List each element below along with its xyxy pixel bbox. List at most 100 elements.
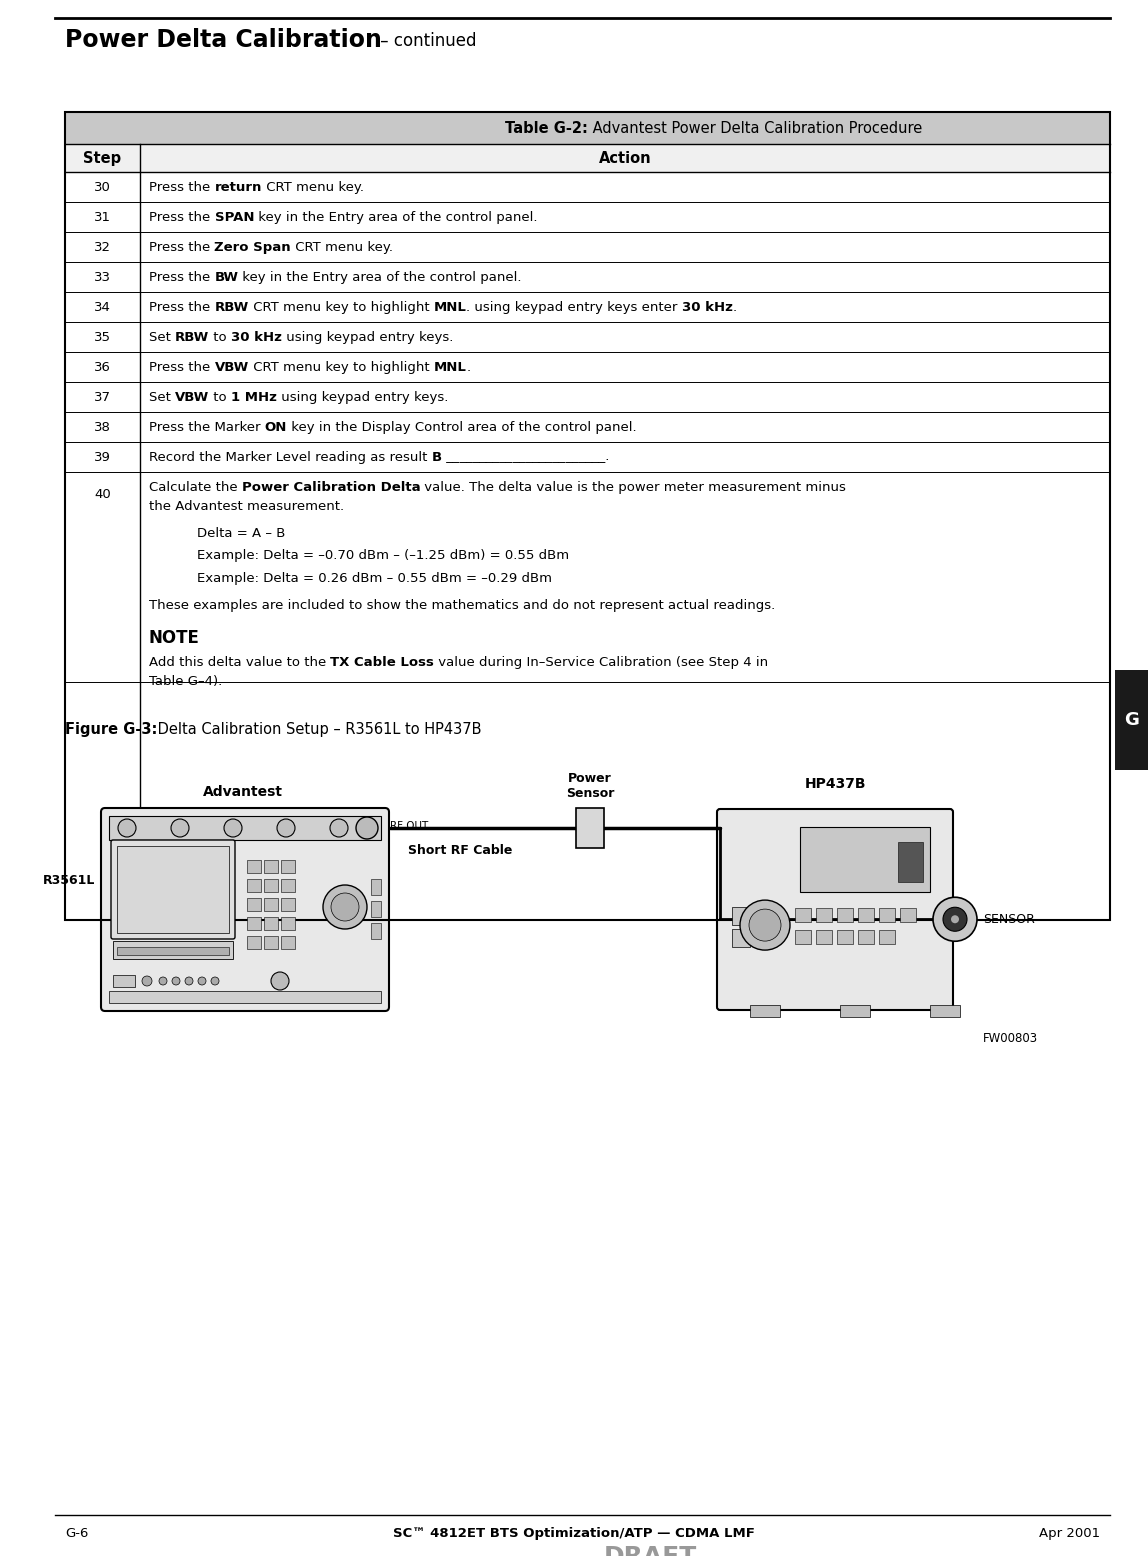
Text: .: . <box>734 300 737 313</box>
Text: – continued: – continued <box>375 33 476 50</box>
Bar <box>65 112 1110 145</box>
Bar <box>371 879 381 895</box>
Text: MNL: MNL <box>434 300 466 313</box>
Bar <box>113 941 233 958</box>
Text: Example: Delta = 0.26 dBm – 0.55 dBm = –0.29 dBm: Example: Delta = 0.26 dBm – 0.55 dBm = –… <box>197 573 552 585</box>
Circle shape <box>740 899 790 951</box>
Circle shape <box>171 818 189 837</box>
Text: Set: Set <box>149 391 176 403</box>
FancyBboxPatch shape <box>111 840 235 938</box>
Text: 30 kHz: 30 kHz <box>231 330 282 344</box>
Bar <box>264 916 278 930</box>
Bar <box>371 923 381 938</box>
Text: Press the: Press the <box>149 300 215 313</box>
Bar <box>796 930 810 944</box>
Text: RF OUT: RF OUT <box>390 822 428 831</box>
Bar <box>281 879 295 892</box>
Bar <box>576 808 604 848</box>
Bar <box>247 879 261 892</box>
Text: B: B <box>432 451 442 464</box>
Text: Table G-2:: Table G-2: <box>505 120 588 135</box>
Circle shape <box>748 909 781 941</box>
Bar <box>281 860 295 873</box>
Text: VBW: VBW <box>215 361 249 373</box>
Text: Action: Action <box>599 151 651 165</box>
Text: Set: Set <box>149 330 176 344</box>
Text: Press the: Press the <box>149 180 215 193</box>
Text: the Advantest measurement.: the Advantest measurement. <box>149 499 344 513</box>
Text: key in the Entry area of the control panel.: key in the Entry area of the control pan… <box>239 271 522 283</box>
Text: Power Calibration Delta: Power Calibration Delta <box>242 481 420 493</box>
Text: G: G <box>1124 711 1139 730</box>
Text: Delta Calibration Setup – R3561L to HP437B: Delta Calibration Setup – R3561L to HP43… <box>153 722 481 738</box>
Bar <box>281 937 295 949</box>
Text: Press the: Press the <box>149 361 215 373</box>
Circle shape <box>277 818 295 837</box>
Bar <box>109 815 381 840</box>
Bar <box>840 1005 870 1018</box>
Text: 40: 40 <box>94 489 111 501</box>
Bar <box>837 930 853 944</box>
Bar <box>264 879 278 892</box>
Bar <box>796 909 810 923</box>
Text: CRT menu key to highlight: CRT menu key to highlight <box>249 300 434 313</box>
Circle shape <box>197 977 205 985</box>
Text: Step: Step <box>84 151 122 165</box>
Bar <box>858 930 874 944</box>
Circle shape <box>356 817 378 839</box>
Text: 37: 37 <box>94 391 111 403</box>
Bar <box>930 1005 960 1018</box>
Text: Apr 2001: Apr 2001 <box>1039 1526 1100 1540</box>
Text: key in the Entry area of the control panel.: key in the Entry area of the control pan… <box>254 210 537 224</box>
Text: Press the: Press the <box>149 210 215 224</box>
Circle shape <box>943 907 967 930</box>
Bar <box>732 907 750 924</box>
Bar <box>117 948 228 955</box>
Text: CRT menu key to highlight: CRT menu key to highlight <box>249 361 434 373</box>
Text: Figure G-3:: Figure G-3: <box>65 722 157 738</box>
Bar <box>117 846 228 934</box>
Text: 38: 38 <box>94 420 111 434</box>
Bar <box>247 860 261 873</box>
Text: BW: BW <box>215 271 239 283</box>
Text: CRT menu key.: CRT menu key. <box>262 180 364 193</box>
Bar <box>800 826 930 892</box>
Text: value during In–Service Calibration (see Step 4 in: value during In–Service Calibration (see… <box>434 655 768 669</box>
Text: Press the Marker: Press the Marker <box>149 420 265 434</box>
Text: Calculate the: Calculate the <box>149 481 242 493</box>
Text: 30 kHz: 30 kHz <box>682 300 734 313</box>
Text: SPAN: SPAN <box>215 210 254 224</box>
Bar <box>879 909 895 923</box>
Bar <box>65 112 1110 920</box>
Circle shape <box>951 915 959 923</box>
Circle shape <box>933 898 977 941</box>
Bar <box>264 860 278 873</box>
Text: 33: 33 <box>94 271 111 283</box>
Text: Delta = A – B: Delta = A – B <box>197 526 286 540</box>
FancyBboxPatch shape <box>101 808 389 1011</box>
Circle shape <box>331 893 359 921</box>
Text: key in the Display Control area of the control panel.: key in the Display Control area of the c… <box>287 420 637 434</box>
Bar <box>113 976 135 987</box>
Text: FW00803: FW00803 <box>983 1032 1038 1046</box>
Bar <box>898 842 923 882</box>
Text: These examples are included to show the mathematics and do not represent actual : These examples are included to show the … <box>149 599 775 612</box>
Text: 32: 32 <box>94 241 111 254</box>
Text: return: return <box>215 180 262 193</box>
Text: Advantest Power Delta Calibration Procedure: Advantest Power Delta Calibration Proced… <box>588 120 922 135</box>
Text: Record the Marker Level reading as result: Record the Marker Level reading as resul… <box>149 451 432 464</box>
Bar <box>879 930 895 944</box>
Text: Power
Sensor: Power Sensor <box>566 772 614 800</box>
Text: RBW: RBW <box>176 330 209 344</box>
Bar <box>65 145 1110 173</box>
Text: Table G–4).: Table G–4). <box>149 675 223 688</box>
Text: 35: 35 <box>94 330 111 344</box>
Text: Add this delta value to the: Add this delta value to the <box>149 655 331 669</box>
Bar <box>281 898 295 910</box>
Bar <box>816 930 832 944</box>
Text: G-6: G-6 <box>65 1526 88 1540</box>
Text: Power Delta Calibration: Power Delta Calibration <box>65 28 382 51</box>
Text: 34: 34 <box>94 300 111 313</box>
Text: HP437B: HP437B <box>805 776 866 790</box>
Text: TX Cable Loss: TX Cable Loss <box>331 655 434 669</box>
